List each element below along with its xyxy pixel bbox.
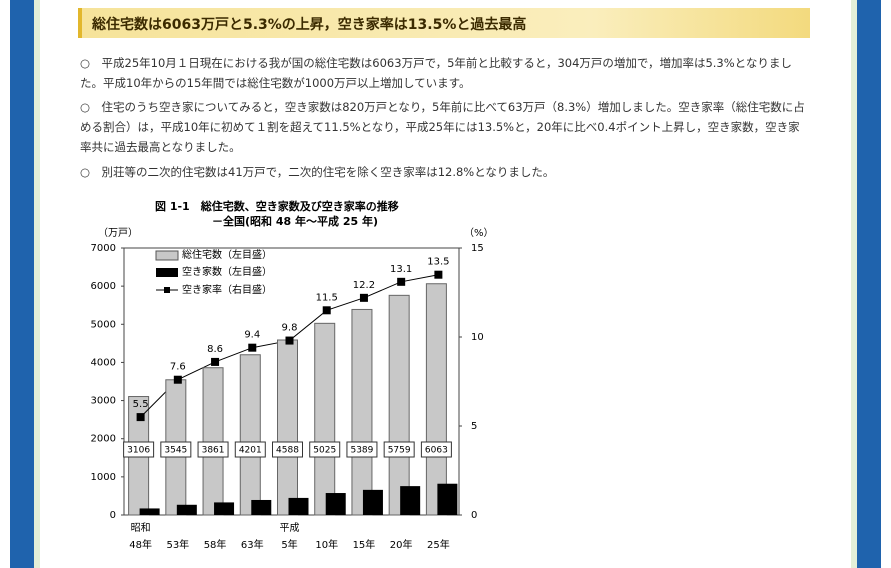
y2-tick-label: 5	[471, 421, 477, 432]
y-tick-label: 5000	[91, 319, 116, 330]
x-tick-label: 5年	[281, 538, 297, 551]
line-marker	[248, 343, 257, 352]
chart-subtitle: －全国(昭和 48 年～平成 25 年)	[212, 214, 378, 228]
x-tick-label: 53年	[166, 538, 189, 551]
paragraph: ○ 住宅のうち空き家についてみると，空き家数は820万戸となり，5年前に比べて6…	[80, 100, 805, 154]
value-label: 5389	[350, 446, 373, 456]
bar	[362, 489, 383, 515]
y-tick-label: 1000	[91, 472, 116, 483]
line-marker	[173, 375, 182, 384]
value-label: 9.8	[282, 323, 298, 334]
x-tick-label: 58年	[204, 538, 227, 551]
bar	[214, 502, 235, 515]
line-marker	[322, 306, 331, 315]
value-label: 6063	[425, 446, 448, 456]
value-label-box	[272, 441, 303, 458]
value-label-box	[309, 441, 341, 458]
side-strip	[10, 0, 34, 568]
x-tick-label: 10年	[315, 538, 338, 551]
y-tick-label: 0	[110, 510, 116, 521]
x-tick-label: 15年	[353, 538, 376, 551]
bar	[388, 294, 410, 516]
y-axis-label: （万戸）	[98, 227, 138, 239]
y2-axis-label: （%）	[464, 227, 494, 239]
legend-swatch	[156, 268, 178, 277]
value-label: 3861	[202, 446, 225, 456]
y-tick-label: 2000	[91, 434, 116, 445]
value-label-box	[197, 441, 229, 458]
value-label: 4588	[276, 446, 299, 456]
value-label: 12.2	[353, 280, 375, 291]
x-tick-label: 25年	[427, 538, 450, 551]
bar	[325, 493, 346, 515]
value-label: 5.5	[133, 399, 149, 410]
heading-bar: 総住宅数は6063万戸と5.3%の上昇，空き家率は13.5%と過去最高	[78, 8, 810, 38]
bar	[251, 499, 272, 515]
value-label: 3545	[164, 446, 187, 456]
value-label: 8.6	[207, 344, 223, 355]
heading: 総住宅数は6063万戸と5.3%の上昇，空き家率は13.5%と過去最高	[92, 17, 527, 33]
bar	[202, 367, 224, 516]
x-tick-label: 48年	[129, 538, 152, 551]
bar	[239, 354, 261, 516]
bar	[437, 483, 458, 515]
y-tick-label: 3000	[91, 396, 116, 407]
bar	[277, 339, 298, 516]
legend-swatch	[155, 250, 179, 261]
line-marker	[211, 357, 220, 366]
line-marker	[136, 413, 145, 422]
line-marker	[359, 293, 368, 302]
side-strip	[857, 0, 881, 568]
value-label-box	[234, 441, 266, 458]
value-label: 9.4	[244, 330, 260, 341]
value-label: 3106	[127, 446, 150, 456]
value-label: 5025	[313, 446, 336, 456]
bar	[314, 322, 336, 516]
y-tick-label: 4000	[91, 357, 116, 368]
line-marker	[285, 336, 294, 345]
x-era-label: 昭和	[131, 522, 151, 534]
line-marker	[434, 270, 443, 279]
value-label: 7.6	[170, 362, 186, 373]
value-label: 5759	[388, 446, 411, 456]
chart: 図 1-1 総住宅数、空き家数及び空き家率の推移 －全国(昭和 48 年～平成 …	[91, 199, 494, 551]
x-tick-label: 63年	[241, 538, 264, 551]
legend-label: 空き家率（右目盛）	[182, 283, 272, 296]
value-label-box	[420, 441, 452, 458]
bar	[176, 504, 197, 515]
legend-label: 空き家数（左目盛）	[182, 265, 272, 278]
y-tick-label: 7000	[91, 243, 116, 254]
value-label-box	[383, 441, 415, 458]
bar	[351, 308, 373, 516]
value-label: 13.1	[390, 264, 412, 275]
chart-title: 図 1-1 総住宅数、空き家数及び空き家率の推移	[155, 199, 399, 213]
value-label: 11.5	[316, 292, 338, 303]
bar	[139, 508, 160, 515]
value-label-box	[346, 441, 378, 458]
y-tick-label: 6000	[91, 281, 116, 292]
legend-marker	[164, 287, 170, 293]
paragraph: ○ 平成25年10月１日現在における我が国の総住宅数は6063万戸で，5年前と比…	[80, 56, 792, 90]
bar	[425, 283, 447, 516]
y2-tick-label: 10	[471, 332, 484, 343]
paragraph: ○ 別荘等の二次的住宅数は41万戸で，二次的住宅を除く空き家率は12.8%となり…	[80, 165, 555, 179]
bar	[400, 486, 421, 515]
value-label: 13.5	[427, 257, 449, 268]
y2-tick-label: 15	[471, 243, 484, 254]
bar	[288, 497, 309, 515]
y2-tick-label: 0	[471, 510, 477, 521]
legend-label: 総住宅数（左目盛）	[182, 248, 272, 261]
x-era-label: 平成	[280, 522, 300, 534]
x-tick-label: 20年	[390, 538, 413, 551]
value-label-box	[123, 441, 155, 458]
value-label: 4201	[239, 446, 262, 456]
value-label-box	[160, 441, 192, 458]
line-marker	[397, 277, 406, 286]
content-frame	[34, 0, 857, 568]
